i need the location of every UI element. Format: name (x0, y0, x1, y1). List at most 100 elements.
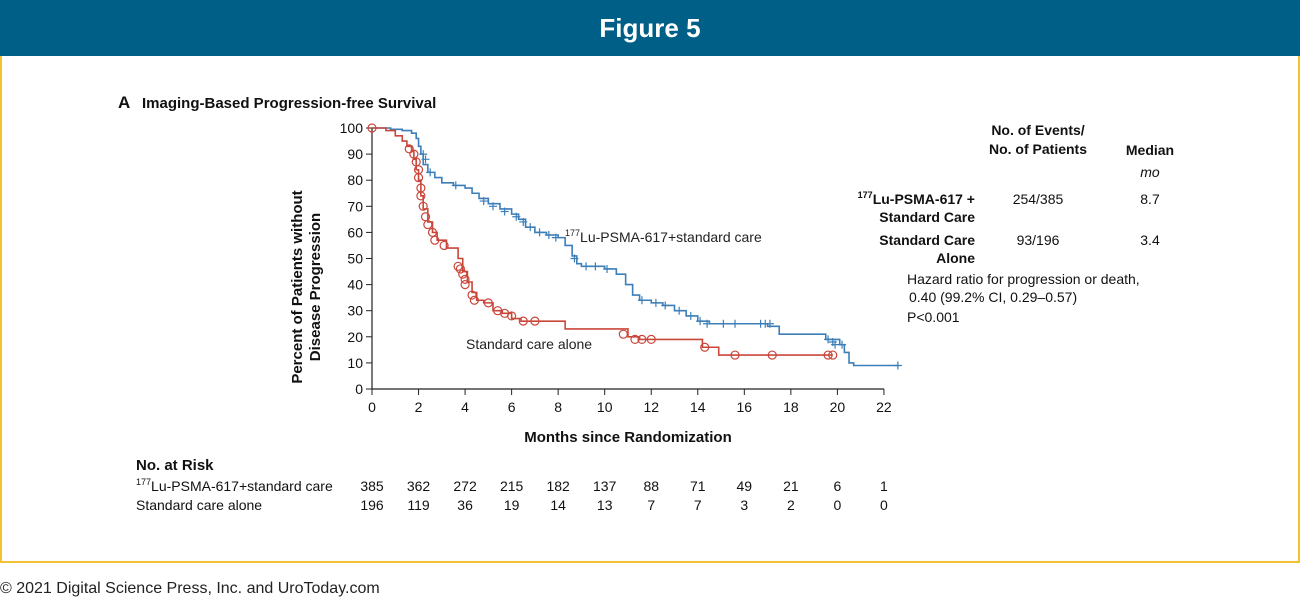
p-value: P<0.001 (907, 309, 960, 325)
risk-value: 362 (407, 478, 431, 494)
y-tick-label: 80 (347, 172, 363, 188)
x-tick-label: 8 (554, 399, 562, 415)
censor-mark-circle (507, 311, 517, 321)
risk-value: 14 (550, 497, 566, 513)
legend-row2-median: 3.4 (1140, 232, 1160, 248)
censor-mark-circle (413, 172, 424, 183)
figure-header: Figure 5 (0, 0, 1300, 56)
y-tick-label: 70 (347, 198, 363, 214)
legend-row1-name-2: Standard Care (879, 209, 975, 225)
panel-label: A (118, 93, 130, 112)
censor-mark-plus (651, 298, 660, 307)
x-tick-label: 6 (508, 399, 516, 415)
censor-mark-plus (519, 217, 528, 226)
legend-table: No. of Events/ No. of Patients Median mo… (858, 122, 1174, 325)
risk-value: 21 (783, 478, 799, 494)
risk-value: 137 (593, 478, 617, 494)
censor-mark-circle (823, 350, 833, 360)
risk-table-title: No. at Risk (136, 457, 214, 474)
censor-mark-circle (453, 261, 463, 271)
y-tick-label: 60 (347, 224, 363, 240)
censor-mark-plus (451, 181, 460, 190)
censor-mark-circle (416, 191, 426, 201)
risk-value: 6 (834, 478, 842, 494)
y-tick-label: 100 (340, 120, 364, 136)
legend-header-median: Median (1126, 142, 1174, 158)
axes-group: 0 10 20 30 40 50 60 70 80 90 100 0 2 4 6 8 10 12 14 16 18 20 2… (340, 120, 892, 415)
censor-mark-circle (469, 295, 479, 305)
legend-unit: mo (1140, 164, 1160, 180)
censor-mark-circle (483, 298, 493, 308)
censor-mark-circle (646, 334, 656, 345)
x-tick-label: 0 (368, 399, 376, 415)
y-axis-label-line1: Percent of Patients without (289, 190, 306, 383)
censor-mark-circle (430, 235, 440, 245)
censor-mark-plus (526, 223, 535, 232)
censor-mark-plus (703, 319, 712, 328)
x-tick-label: 12 (643, 399, 659, 415)
legend-row2-name-2: Alone (936, 250, 975, 266)
figure-panel (0, 56, 1300, 563)
censor-mark-plus (426, 168, 435, 177)
censor-mark-plus (419, 150, 428, 159)
series-lu-psma (372, 127, 902, 370)
censor-mark-plus (675, 306, 684, 315)
risk-value: 215 (500, 478, 524, 494)
risk-value: 1 (880, 478, 888, 494)
y-tick-label: 0 (355, 381, 363, 397)
legend-row1-median: 8.7 (1140, 191, 1160, 207)
censor-mark-circle (767, 350, 777, 360)
censor-mark-plus (765, 319, 774, 328)
risk-value: 19 (504, 497, 520, 513)
hazard-ratio-line2: 0.40 (99.2% CI, 0.29–0.57) (909, 289, 1077, 305)
censor-mark-circle (418, 201, 428, 211)
censor-mark-plus (731, 319, 740, 328)
risk-value: 196 (360, 497, 384, 513)
copyright-text: © 2021 Digital Science Press, Inc. and U… (0, 580, 380, 597)
censor-mark-plus (696, 317, 705, 326)
risk-value: 7 (647, 497, 655, 513)
legend-row2-name-1: Standard Care (879, 232, 975, 248)
y-tick-label: 50 (347, 251, 363, 267)
x-tick-label: 16 (737, 399, 753, 415)
x-tick-label: 18 (783, 399, 799, 415)
risk-value: 119 (407, 497, 430, 513)
censor-mark-plus (512, 212, 521, 221)
censor-mark-plus (582, 262, 591, 271)
censor-mark-circle (458, 269, 468, 279)
risk-table: No. at Risk 177Lu-PSMA-617+standard care… (136, 457, 888, 513)
censor-mark-circle (518, 316, 528, 326)
x-tick-label: 4 (461, 399, 469, 415)
y-tick-label: 90 (347, 146, 363, 162)
y-tick-label: 20 (347, 329, 363, 345)
censor-mark-circle (460, 280, 470, 290)
legend-header-events-1: No. of Events/ (991, 122, 1084, 138)
risk-value: 36 (457, 497, 473, 513)
risk-value: 7 (694, 497, 702, 513)
curve-label-std: Standard care alone (466, 336, 592, 352)
risk-value: 71 (690, 478, 706, 494)
figure-title: Figure 5 (599, 12, 701, 43)
risk-value: 182 (546, 478, 570, 494)
legend-row2-events: 93/196 (1017, 232, 1060, 248)
y-tick-label: 10 (347, 355, 363, 371)
censor-mark-circle (700, 342, 710, 352)
censor-mark-plus (603, 264, 612, 273)
censor-mark-plus (591, 262, 600, 271)
x-tick-label: 20 (830, 399, 846, 415)
x-axis-label: Months since Randomization (524, 429, 732, 446)
y-tick-label: 30 (347, 303, 363, 319)
censor-mark-circle (460, 274, 470, 284)
censor-mark-plus (500, 207, 509, 216)
x-tick-label: 22 (876, 399, 892, 415)
risk-value: 272 (453, 478, 477, 494)
y-tick-label: 40 (347, 277, 363, 293)
censor-mark-plus (489, 202, 498, 211)
censor-mark-circle (730, 350, 740, 360)
censor-mark-plus (824, 335, 833, 344)
x-tick-label: 14 (690, 399, 706, 415)
censor-mark-circle (828, 350, 838, 360)
censor-mark-plus (838, 340, 847, 349)
risk-value: 0 (834, 497, 842, 513)
